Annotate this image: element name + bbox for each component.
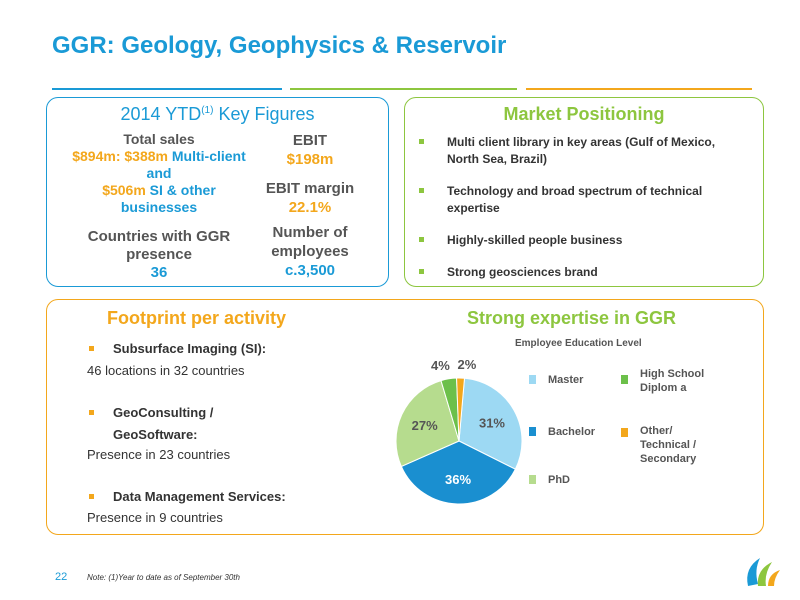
legend-swatch-high-school <box>621 375 628 384</box>
bullet-icon <box>419 269 424 274</box>
pie-slice-other <box>456 377 466 442</box>
market-positioning-title: Market Positioning <box>503 104 665 124</box>
legend-label-master: Master <box>548 374 584 386</box>
pie-slice-phd <box>395 380 460 468</box>
bullet-icon <box>89 346 94 351</box>
bullet-icon <box>419 237 424 242</box>
green-divider <box>290 88 517 90</box>
expertise-title: Strong expertise in GGR <box>467 308 677 328</box>
employees-label: Number of employees <box>271 224 349 260</box>
total-sales-label: Total sales <box>123 131 195 147</box>
market-item: Multi client library in key areas (Gulf … <box>417 134 747 168</box>
data-label-phd: 27% <box>412 418 438 433</box>
multi-client-value: $388m <box>124 148 168 164</box>
market-item: Technology and broad spectrum of technic… <box>417 183 747 217</box>
legend-swatch-other <box>621 428 628 437</box>
page-number: 22 <box>55 571 68 583</box>
ebit-margin: EBIT margin 22.1% <box>255 179 365 217</box>
bullet-icon <box>419 139 424 144</box>
activity-detail: Presence in 9 countries <box>87 510 223 525</box>
legend-label-high-school: High School Diplom a <box>640 368 705 394</box>
si-value: $506m <box>102 182 146 198</box>
legend-label-phd: PhD <box>548 474 570 486</box>
activity-name: Subsurface Imaging (SI): <box>113 341 267 356</box>
bullet-icon <box>89 410 94 415</box>
ebit-value: $198m <box>286 151 334 168</box>
data-label-bachelor: 36% <box>445 472 471 487</box>
key-figures-title: 2014 YTD(1) Key Figures <box>120 104 315 124</box>
activity-name: GeoConsulting / GeoSoftware: <box>113 405 214 442</box>
bullet-icon <box>419 188 424 193</box>
page-title: GGR: Geology, Geophysics & Reservoir <box>52 32 507 59</box>
legend-label-other: Other/ Technical / Secondary <box>640 425 697 465</box>
data-label-other: 2% <box>457 357 476 372</box>
employees: Number of employees c.3,500 <box>255 223 365 280</box>
legend-label-bachelor: Bachelor <box>548 426 596 438</box>
pie-slice-master <box>458 377 523 470</box>
blue-divider <box>52 88 282 90</box>
market-positioning-box: Market Positioning Multi client library … <box>404 97 764 287</box>
ebit-margin-label: EBIT margin <box>265 180 355 197</box>
orange-divider <box>526 88 752 90</box>
market-item: Strong geosciences brand <box>417 264 747 281</box>
market-item: Highly-skilled people business <box>417 232 747 249</box>
total-sales-value: $894m <box>72 148 116 164</box>
activity-detail: 46 locations in 32 countries <box>87 363 245 378</box>
legend-swatch-phd <box>529 475 536 484</box>
employees-value: c.3,500 <box>284 262 336 279</box>
legend-swatch-master <box>529 375 536 384</box>
ebit-label: EBIT <box>292 132 328 149</box>
company-logo <box>747 558 780 586</box>
data-label-high-school: 4% <box>431 358 450 373</box>
si-label: SI & other businesses <box>120 182 216 215</box>
pie-slice-bachelor <box>400 440 517 505</box>
footprint-title: Footprint per activity <box>107 308 287 328</box>
total-sales: Total sales $894m: $388m Multi-client an… <box>67 131 251 216</box>
key-figures-box: 2014 YTD(1) Key Figures Total sales $894… <box>46 97 389 287</box>
countries-label: Countries with GGR presence <box>87 228 231 263</box>
activity-name: Data Management Services: <box>113 489 286 504</box>
footnote: Note: (1)Year to date as of September 30… <box>87 573 240 582</box>
multi-client-label: Multi-client and <box>146 148 246 181</box>
countries: Countries with GGR presence 36 <box>67 228 251 282</box>
legend-swatch-bachelor <box>529 427 536 436</box>
education-pie-chart: 31% 36% 27% 4% 2% <box>395 357 523 505</box>
footprint-box: Footprint per activity Strong expertise … <box>46 299 764 535</box>
activity-detail: Presence in 23 countries <box>87 447 231 462</box>
data-label-master: 31% <box>479 416 505 431</box>
ebit-margin-value: 22.1% <box>288 199 332 216</box>
bullet-icon <box>89 494 94 499</box>
countries-value: 36 <box>150 264 168 281</box>
chart-title: Employee Education Level <box>515 338 642 349</box>
ebit: EBIT $198m <box>255 131 365 169</box>
